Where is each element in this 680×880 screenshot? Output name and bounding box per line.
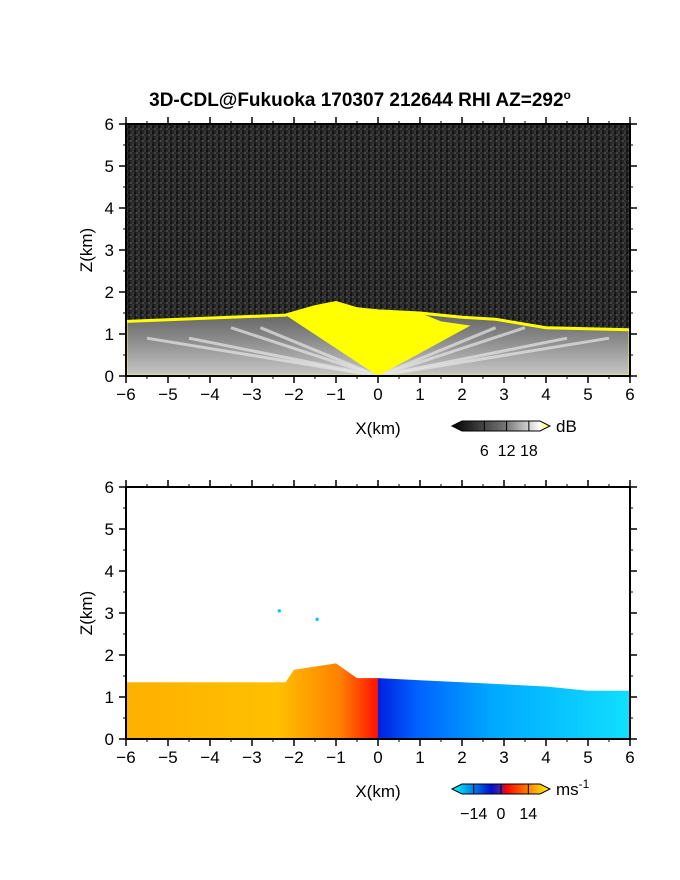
reflectivity-ray — [377, 336, 610, 376]
colorbar-tick-label: 18 — [520, 443, 538, 460]
ylabel-1: Z(km) — [77, 228, 96, 272]
x-tick-label: 1 — [415, 385, 424, 404]
chart-title: 3D-CDL@Fukuoka 170307 212644 RHI AZ=292o — [149, 88, 571, 111]
x-tick-label: −2 — [284, 385, 303, 404]
isolated-echo-point — [315, 617, 319, 621]
y-tick-label: 5 — [105, 520, 114, 539]
ylabel-2: Z(km) — [77, 591, 96, 635]
x-tick-label: 0 — [373, 385, 382, 404]
y-tick-label: 0 — [105, 367, 114, 386]
velocity-negative — [378, 678, 630, 739]
colorbar-2-unit: ms-1 — [556, 777, 590, 799]
x-tick-label: −3 — [242, 748, 261, 767]
reflectivity-strong-core — [285, 302, 471, 376]
colorbar-tick-label: 6 — [480, 443, 489, 460]
x-tick-label: 5 — [583, 385, 592, 404]
x-tick-label: 1 — [415, 748, 424, 767]
x-tick-label: 4 — [541, 385, 550, 404]
x-tick-label: −2 — [284, 748, 303, 767]
colorbar-1-unit: dB — [556, 417, 577, 436]
x-tick-label: −5 — [158, 748, 177, 767]
y-tick-label: 1 — [105, 688, 114, 707]
axes-2: −6 −5 −4 −3 −2 −1 0 1 2 3 4 5 6 0 1 2 3 4 5 6 — [105, 478, 637, 767]
colorbar-tick-label: 12 — [498, 443, 516, 460]
x-tick-label: 6 — [625, 385, 634, 404]
x-tick-label: −5 — [158, 385, 177, 404]
x-tick-label: −1 — [326, 385, 345, 404]
reflectivity-ray — [230, 326, 379, 376]
x-tick-label: 2 — [457, 385, 466, 404]
x-tick-label: 3 — [499, 385, 508, 404]
colorbar-tick-label: 14 — [519, 806, 537, 823]
panel-velocity: −6 −5 −4 −3 −2 −1 0 1 2 3 4 5 6 0 1 2 3 4 5 6 X(km) Z(km) −… — [77, 478, 637, 823]
x-tick-label: −3 — [242, 385, 261, 404]
y-tick-label: 1 — [105, 325, 114, 344]
axes-1: −6 −5 −4 −3 −2 −1 0 1 2 3 4 5 6 0 1 2 3 4 5 6 — [105, 115, 637, 404]
y-tick-label: 0 — [105, 730, 114, 749]
colorbar-tick-label: −14 — [460, 806, 487, 823]
reflectivity-ray — [259, 326, 379, 376]
x-tick-label: 6 — [625, 748, 634, 767]
isolated-echo-point — [277, 609, 281, 613]
reflectivity-ray — [377, 326, 526, 376]
x-tick-label: −6 — [116, 385, 135, 404]
y-tick-label: 2 — [105, 646, 114, 665]
xlabel-1: X(km) — [355, 419, 400, 438]
x-tick-label: 3 — [499, 748, 508, 767]
y-tick-label: 2 — [105, 283, 114, 302]
reflectivity-rays — [146, 326, 610, 376]
x-tick-label: −1 — [326, 748, 345, 767]
x-tick-label: −4 — [200, 748, 219, 767]
colorbar-tick-label: 0 — [497, 806, 506, 823]
y-tick-label: 4 — [105, 199, 114, 218]
x-tick-label: 2 — [457, 748, 466, 767]
y-tick-label: 6 — [105, 478, 114, 497]
x-tick-label: 4 — [541, 748, 550, 767]
xlabel-2: X(km) — [355, 782, 400, 801]
x-tick-label: −4 — [200, 385, 219, 404]
x-tick-label: 0 — [373, 748, 382, 767]
velocity-positive — [126, 663, 378, 739]
colorbar-1: 6 12 18 dB — [450, 417, 577, 460]
x-tick-label: 5 — [583, 748, 592, 767]
y-tick-label: 5 — [105, 157, 114, 176]
reflectivity-ray — [377, 326, 497, 376]
x-tick-label: −6 — [116, 748, 135, 767]
reflectivity-ray — [188, 336, 379, 376]
y-tick-label: 3 — [105, 241, 114, 260]
y-tick-label: 6 — [105, 115, 114, 134]
y-tick-label: 4 — [105, 562, 114, 581]
y-tick-label: 3 — [105, 604, 114, 623]
colorbar-2: −14 0 14 ms-1 — [450, 777, 590, 823]
